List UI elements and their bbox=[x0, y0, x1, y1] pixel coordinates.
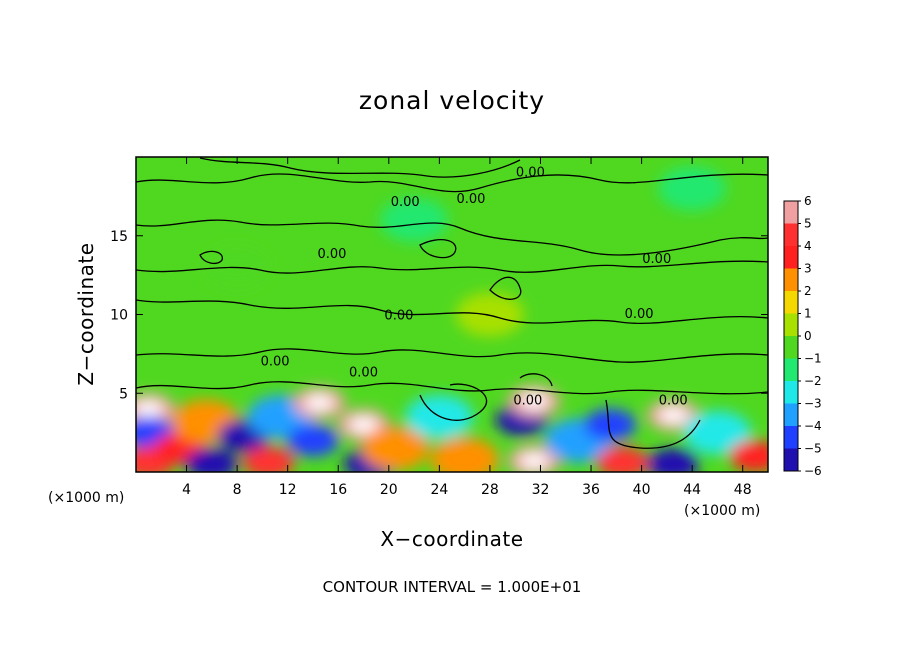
contour-label: 0.00 bbox=[625, 307, 654, 322]
colorbar-label: −6 bbox=[804, 464, 822, 478]
colorbar: 6 5 4 3 2 1 0 −1 −2 −3 −4 −5 −6 bbox=[783, 194, 822, 478]
contour-lines bbox=[136, 157, 768, 449]
field-blob bbox=[430, 437, 499, 472]
contour-line bbox=[605, 399, 701, 449]
x-tick-label: 48 bbox=[734, 482, 752, 498]
field-blob-core bbox=[659, 407, 688, 424]
contour-label: 0.00 bbox=[261, 354, 290, 369]
field-blob-core bbox=[520, 452, 549, 469]
field-blob bbox=[647, 448, 700, 472]
x-tick-label: 32 bbox=[532, 482, 550, 498]
field-blob bbox=[185, 448, 238, 472]
x-unit-right: (×1000 m) bbox=[684, 503, 761, 519]
contour-label: 0.00 bbox=[384, 309, 413, 324]
x-tick-label: 12 bbox=[279, 482, 297, 498]
contour-line bbox=[199, 157, 521, 178]
colorbar-label: 0 bbox=[804, 329, 812, 343]
field-blob bbox=[286, 424, 339, 457]
field-blob bbox=[380, 198, 449, 242]
colorbar-swatch bbox=[784, 246, 798, 269]
x-tick-label: 24 bbox=[430, 482, 448, 498]
x-tick-label: 28 bbox=[481, 482, 499, 498]
colorbar-label: −3 bbox=[804, 397, 822, 411]
contour-line bbox=[136, 260, 768, 274]
colorbar-label: 2 bbox=[804, 284, 812, 298]
colorbar-label: 1 bbox=[804, 307, 812, 321]
colorbar-swatch bbox=[784, 426, 798, 449]
contour-line bbox=[136, 348, 768, 363]
contour-line bbox=[419, 383, 488, 421]
field-blob bbox=[242, 446, 295, 472]
contour-labels: 0.00 0.00 0.00 0.00 0.00 0.00 0.00 0.00 0.00 0.00… bbox=[261, 165, 688, 408]
contour-line bbox=[136, 173, 768, 193]
field-blob-core bbox=[136, 401, 163, 417]
contour-label: 0.00 bbox=[513, 394, 542, 409]
colorbar-label: −2 bbox=[804, 374, 822, 388]
x-tick-label: 8 bbox=[233, 482, 242, 498]
field-blob-core bbox=[305, 394, 334, 411]
contour-line bbox=[136, 381, 768, 395]
x-unit-left: (×1000 m) bbox=[48, 490, 125, 506]
plot-area: 0.00 0.00 0.00 0.00 0.00 0.00 0.00 0.00 0.00 0.00… bbox=[135, 156, 769, 473]
contour-line bbox=[519, 373, 553, 387]
x-tick-label: 40 bbox=[633, 482, 651, 498]
colorbar-swatch bbox=[784, 358, 798, 382]
x-axis: 4 8 12 16 20 24 28 32 36 40 44 48 bbox=[182, 157, 752, 498]
contour-label: 0.00 bbox=[659, 394, 688, 409]
colorbar-swatch bbox=[784, 403, 798, 427]
colorbar-swatch bbox=[784, 336, 798, 359]
colorbar-swatch bbox=[784, 381, 798, 404]
field-blob-core bbox=[349, 416, 378, 433]
y-tick-label: 10 bbox=[110, 308, 128, 324]
field-blob bbox=[596, 446, 649, 472]
colorbar-swatch bbox=[784, 268, 798, 292]
x-tick-label: 44 bbox=[683, 482, 701, 498]
contour-line bbox=[419, 239, 457, 259]
colorbar-swatch bbox=[784, 313, 798, 337]
contour-interval-note: CONTOUR INTERVAL = 1.000E+01 bbox=[322, 578, 582, 596]
field-blob bbox=[361, 426, 430, 471]
colorbar-label: −5 bbox=[804, 442, 822, 456]
field-blob bbox=[729, 440, 768, 472]
colorbar-label: 5 bbox=[804, 217, 812, 231]
contour-label: 0.00 bbox=[516, 165, 545, 180]
x-axis-label: X−coordinate bbox=[380, 527, 524, 551]
x-tick-label: 20 bbox=[380, 482, 398, 498]
velocity-field bbox=[136, 166, 768, 472]
field-blob bbox=[658, 166, 727, 211]
contour-label: 0.00 bbox=[317, 247, 346, 262]
x-tick-label: 4 bbox=[182, 482, 191, 498]
contour-label: 0.00 bbox=[349, 365, 378, 380]
contour-label: 0.00 bbox=[642, 252, 671, 267]
x-tick-label: 36 bbox=[582, 482, 600, 498]
colorbar-label: 4 bbox=[804, 239, 812, 253]
y-axis: 5 10 15 bbox=[110, 229, 768, 402]
contour-label: 0.00 bbox=[391, 195, 420, 210]
colorbar-label: 6 bbox=[804, 194, 812, 208]
y-tick-label: 15 bbox=[110, 229, 128, 245]
colorbar-swatch bbox=[784, 448, 798, 472]
colorbar-label: −1 bbox=[804, 352, 822, 366]
colorbar-label: 3 bbox=[804, 262, 812, 276]
colorbar-swatch bbox=[784, 291, 798, 314]
colorbar-label: −4 bbox=[804, 419, 822, 433]
field-blob bbox=[683, 410, 752, 455]
contour-label: 0.00 bbox=[456, 192, 485, 207]
chart-title: zonal velocity bbox=[358, 86, 546, 115]
field-blob-core bbox=[520, 393, 549, 410]
field-blob bbox=[455, 292, 524, 337]
contour-line bbox=[199, 250, 223, 265]
field-blob bbox=[584, 408, 636, 441]
contour-line bbox=[489, 276, 522, 300]
y-tick-label: 5 bbox=[119, 386, 128, 402]
colorbar-swatch bbox=[784, 223, 798, 247]
x-tick-label: 16 bbox=[329, 482, 347, 498]
contour-line bbox=[136, 299, 768, 325]
contour-line bbox=[136, 219, 768, 256]
colorbar-swatch bbox=[784, 201, 798, 224]
